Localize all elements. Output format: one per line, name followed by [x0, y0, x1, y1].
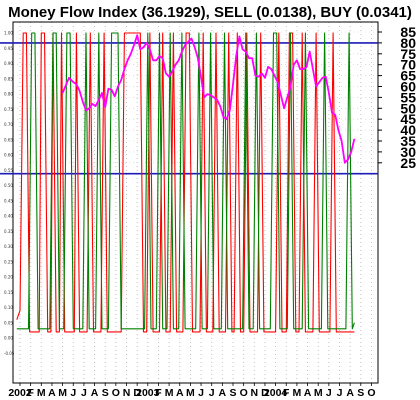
- right-axis-tick-label: 85: [400, 24, 416, 40]
- x-axis-tick-label: N: [251, 387, 259, 399]
- x-axis-tick-label: O: [367, 387, 375, 399]
- right-axis-tick-label: 25: [400, 155, 416, 171]
- x-axis-tick-label: M: [293, 387, 302, 399]
- x-axis-tick-label: F: [155, 387, 162, 399]
- left-axis-tick-label: 0.05: [4, 320, 13, 325]
- x-axis-tick-label: A: [219, 387, 227, 399]
- x-axis-tick-label: D: [261, 387, 269, 399]
- x-axis-tick-label: 2003: [136, 387, 160, 399]
- buy-series-line: [16, 32, 355, 330]
- left-axis-tick-label: 0.25: [4, 259, 13, 264]
- right-axis-tick-label: 45: [400, 111, 416, 127]
- left-axis-tick-label: 0.75: [4, 107, 13, 112]
- x-axis-tick-label: J: [81, 387, 87, 399]
- x-axis-tick-label: O: [240, 387, 248, 399]
- x-axis-tick-label: M: [314, 387, 323, 399]
- right-axis-tick-label: 40: [400, 122, 416, 138]
- chart-title: Money Flow Index (36.1929), SELL (0.0138…: [8, 4, 412, 21]
- right-axis-tick-label: 35: [400, 133, 416, 149]
- left-axis-ticks: 1.00 0.95 0.90 0.85 0.80 0.75 0.70 0.65 0.60 0.55…: [4, 31, 15, 356]
- x-axis-tick-label: J: [326, 387, 332, 399]
- left-axis-tick-label: 0.40: [4, 214, 13, 219]
- left-axis-tick-label: 0.45: [4, 198, 13, 203]
- x-axis-tick-label: S: [102, 387, 109, 399]
- left-axis-tick-label: 0.70: [4, 122, 13, 127]
- left-axis-tick-label: 0.50: [4, 183, 13, 188]
- left-axis-tick-label: 0.30: [4, 244, 13, 249]
- x-axis-tick-label: O: [112, 387, 120, 399]
- left-axis-tick-label: 0.85: [4, 76, 13, 81]
- x-axis-tick-label: S: [229, 387, 236, 399]
- right-axis-tick-label: 30: [400, 144, 416, 160]
- mfi-series-line: [61, 34, 356, 164]
- left-axis-tick-label: 0.35: [4, 229, 13, 234]
- x-axis-tick-label: A: [176, 387, 184, 399]
- x-axis-tick-label: S: [357, 387, 364, 399]
- left-axis-tick-label: -0.05: [4, 351, 15, 356]
- right-axis-tick-label: 80: [400, 35, 416, 51]
- left-axis-tick-label: 0.65: [4, 137, 13, 142]
- x-axis-tick-label: D: [133, 387, 141, 399]
- plot-frame: [12, 21, 379, 384]
- x-axis-tick-label: J: [337, 387, 343, 399]
- x-axis-tick-label: J: [70, 387, 76, 399]
- right-axis-tick-label: 70: [400, 57, 416, 73]
- x-axis-tick-label: M: [37, 387, 46, 399]
- left-axis-tick-label: 0.55: [4, 168, 13, 173]
- x-axis-tick-label: A: [48, 387, 56, 399]
- x-axis-tick-label: A: [304, 387, 312, 399]
- x-axis-tick-label: J: [198, 387, 204, 399]
- left-axis-tick-label: 0.00: [4, 336, 13, 341]
- x-axis-tick-label: M: [186, 387, 195, 399]
- sell-series-line: [16, 32, 355, 333]
- left-axis-tick-label: 0.20: [4, 275, 13, 280]
- right-axis-tick-label: 50: [400, 100, 416, 116]
- x-axis-tick-label: A: [346, 387, 354, 399]
- x-axis-tick-label: 2002: [8, 387, 32, 399]
- x-axis-tick-label: M: [58, 387, 67, 399]
- left-axis-tick-label: 0.60: [4, 153, 13, 158]
- left-axis-tick-label: 0.90: [4, 61, 13, 66]
- right-axis-tick-label: 75: [400, 46, 416, 62]
- x-axis-tick-label: M: [165, 387, 174, 399]
- x-axis-tick-label: F: [283, 387, 290, 399]
- x-axis-tick-label: J: [209, 387, 215, 399]
- series-lines: [16, 32, 356, 333]
- right-axis-tick-label: 55: [400, 89, 416, 105]
- x-axis-tick-label: N: [123, 387, 131, 399]
- left-axis-tick-label: 0.95: [4, 46, 13, 51]
- x-axis-tick-label: 2004: [264, 387, 288, 399]
- x-axis-tick-label: F: [27, 387, 34, 399]
- right-axis-tick-label: 60: [400, 79, 416, 95]
- left-axis-tick-label: 1.00: [4, 31, 13, 36]
- x-axis-tick-label: A: [91, 387, 99, 399]
- left-axis-tick-label: 0.15: [4, 290, 13, 295]
- left-axis-tick-label: 0.10: [4, 305, 13, 310]
- left-axis-tick-label: 0.80: [4, 92, 13, 97]
- right-axis-tick-label: 65: [400, 68, 416, 84]
